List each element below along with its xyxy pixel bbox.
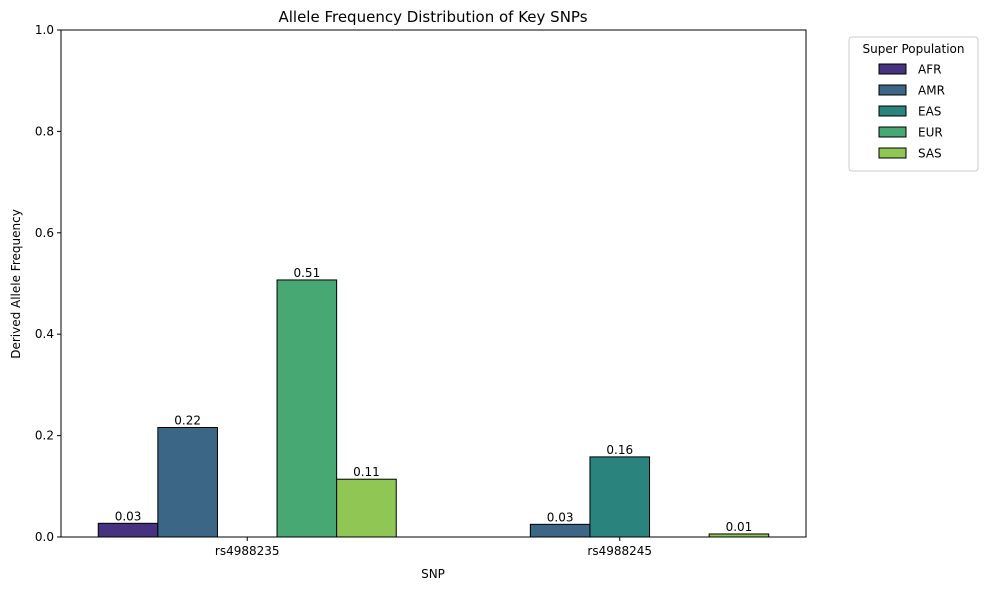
bar-data-label: 0.03 [115, 509, 142, 523]
bar-eas [589, 456, 651, 538]
bar-data-label: 0.03 [547, 510, 574, 524]
legend-swatch-eur [878, 126, 907, 138]
bar-data-label: 0.22 [174, 413, 201, 427]
bar-eur [276, 279, 338, 538]
legend-title: Super Population [862, 42, 964, 56]
y-tick-label: 0.4 [35, 327, 54, 341]
bar-afr [97, 522, 159, 538]
bar-amr [157, 426, 218, 538]
legend-label-eur: EUR [918, 126, 943, 140]
x-tick-label: rs4988245 [587, 544, 652, 558]
plot-area: 0.0 0.2 0.4 0.6 0.8 1.0 rs4988235 0.03 0.22 0.51 0… [35, 23, 807, 558]
legend-label-afr: AFR [918, 63, 941, 77]
chart-title: Allele Frequency Distribution of Key SNP… [278, 8, 587, 26]
bar-amr [529, 523, 591, 538]
legend-box [848, 36, 979, 172]
y-tick-label: 0.0 [35, 530, 54, 544]
legend-swatch-sas [878, 147, 907, 159]
legend-label-eas: EAS [918, 105, 941, 119]
y-tick-label: 0.2 [35, 429, 54, 443]
bar-sas [708, 533, 770, 538]
y-tick-label: 0.6 [35, 226, 54, 240]
bar-data-label: 0.16 [606, 443, 633, 457]
bar-data-label: 0.51 [293, 266, 320, 280]
y-axis-label: Derived Allele Frequency [9, 209, 23, 359]
legend-swatch-eas [878, 105, 907, 117]
legend-label-sas: SAS [918, 147, 942, 161]
bar-sas [336, 478, 397, 538]
bar-data-label: 0.11 [353, 465, 380, 479]
x-axis-label: SNP [421, 567, 445, 581]
legend: Super Population AFR AMR EAS EUR SAS [848, 36, 979, 172]
legend-swatch-amr [878, 84, 907, 96]
y-tick-label: 0.8 [35, 124, 54, 138]
bar-data-label: 0.01 [726, 520, 753, 534]
y-tick-label: 1.0 [35, 23, 54, 37]
legend-swatch-afr [878, 63, 907, 75]
plot-frame [60, 29, 807, 538]
legend-label-amr: AMR [918, 84, 945, 98]
x-tick-label: rs4988235 [215, 544, 280, 558]
